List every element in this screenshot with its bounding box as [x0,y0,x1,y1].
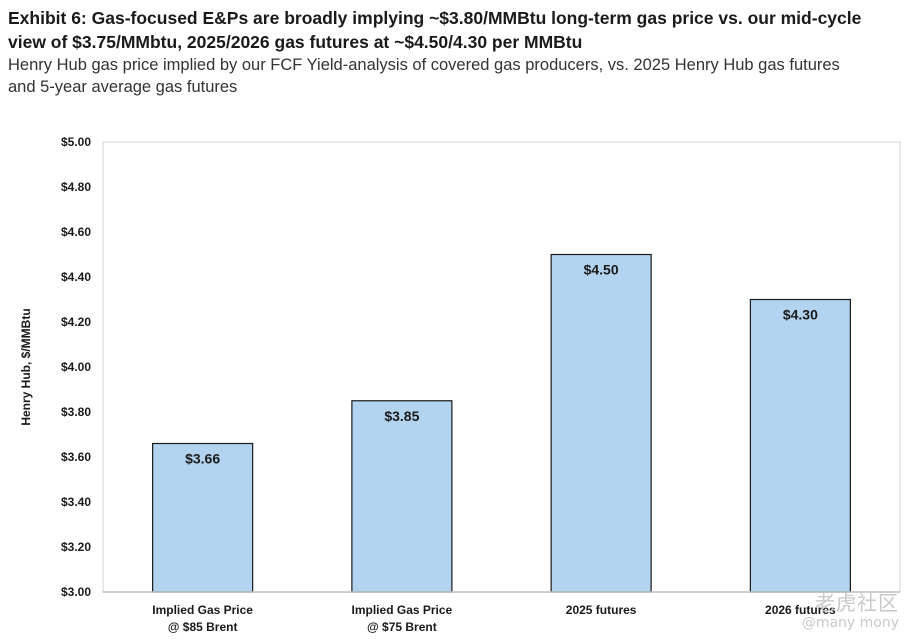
x-category-label: Implied Gas Price [152,603,253,617]
x-category-label: @ $85 Brent [168,620,238,634]
x-category-label: 2025 futures [566,603,637,617]
y-tick-label: $5.00 [61,135,91,149]
y-axis-ticks: $3.00 $3.20 $3.40 $3.60 $3.80 $4.00 $4.20 $4.40… [61,135,91,599]
bar [351,400,453,593]
chart-header: Exhibit 6: Gas-focused E&Ps are broadly … [8,6,908,98]
bar-data-label: $4.50 [584,262,619,278]
y-tick-label: $3.60 [61,450,91,464]
watermark-user: @many mony [801,615,899,631]
y-axis-title: Henry Hub, $/MMBtu [19,308,33,425]
bar-data-label: $3.66 [185,451,220,467]
y-tick-label: $4.40 [61,270,91,284]
chart-subtitle-line-2: and 5-year average gas futures [8,78,238,96]
bar [152,442,254,593]
y-tick-label: $3.40 [61,495,91,509]
bar [550,253,652,593]
x-category-label: 2026 futures [765,603,836,617]
y-tick-label: $4.00 [61,360,91,374]
y-tick-label: $3.20 [61,540,91,554]
x-category-label: Implied Gas Price [352,603,453,617]
y-tick-label: $4.60 [61,225,91,239]
y-tick-label: $4.80 [61,180,91,194]
y-tick-label: $3.00 [61,585,91,599]
bar-data-label: $4.30 [783,307,818,323]
watermark: 老虎社区 @many mony [802,591,899,631]
bar-data-label: $3.85 [384,408,419,424]
x-axis-labels: Implied Gas Price @ $85 Brent Implied Gas … [152,603,836,634]
x-category-label: @ $75 Brent [367,620,437,634]
bars: $3.66 $3.85 $4.50 $4.30 [152,253,851,593]
y-tick-label: $4.20 [61,315,91,329]
chart-title-line-2: view of $3.75/MMbtu, 2025/2026 gas futur… [8,32,583,52]
y-tick-label: $3.80 [61,405,91,419]
watermark-logo: 老虎社区 [815,591,899,615]
chart-title-line-1: Exhibit 6: Gas-focused E&Ps are broadly … [8,8,862,28]
chart-subtitle-line-1: Henry Hub gas price implied by our FCF Y… [8,56,840,74]
bar [749,298,851,593]
